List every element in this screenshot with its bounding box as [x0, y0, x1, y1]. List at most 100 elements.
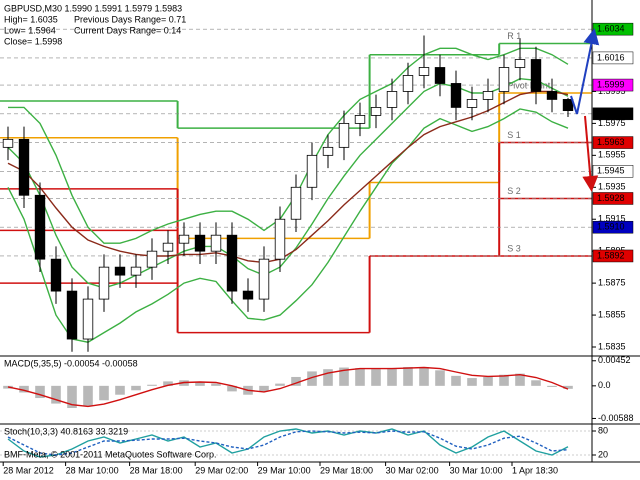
- signal-arrows: [570, 28, 600, 192]
- histogram-bar: [387, 368, 397, 386]
- y-tick-label: 1.5975: [598, 118, 626, 128]
- series-line: [8, 47, 569, 244]
- y-tick-label: 1.5915: [598, 214, 626, 224]
- histogram-bar: [99, 385, 109, 401]
- x-tick-label: 28 Mar 2012: [3, 465, 54, 475]
- header-text: Close= 1.5998: [4, 36, 62, 46]
- histogram-bar: [547, 385, 557, 387]
- candle-body: [194, 234, 206, 252]
- histogram-bar: [323, 369, 333, 386]
- histogram-bar: [419, 366, 429, 386]
- y-tick-label: 1.5835: [598, 341, 626, 351]
- price-marker-label: 1.5999: [597, 79, 625, 89]
- x-tick-label: 29 Mar 02:00: [195, 465, 248, 475]
- y-tick-label: 20: [598, 449, 608, 459]
- price-marker-label: 1.5892: [597, 250, 625, 260]
- y-tick-label: 0.00452: [598, 355, 631, 365]
- histogram-bar: [115, 385, 125, 395]
- histogram-bar: [227, 385, 237, 392]
- candle-body: [514, 59, 526, 68]
- candle-body: [258, 258, 270, 300]
- watermark: BMF-Meta, © 2001-2011 MetaQuotes Softwar…: [4, 449, 217, 459]
- series-line: [7, 108, 569, 343]
- price-marker-label: 1.5910: [597, 222, 625, 232]
- x-tick-label: 28 Mar 18:00: [130, 465, 183, 475]
- candle-body: [274, 218, 286, 260]
- histogram-bar: [211, 383, 221, 386]
- y-tick-label: 1.5855: [598, 309, 626, 319]
- level-label: Pivot Point: [507, 80, 551, 90]
- candle-body: [242, 290, 254, 300]
- candle-body: [498, 67, 510, 92]
- labels: BMF-Meta, © 2001-2011 MetaQuotes Softwar…: [4, 3, 217, 459]
- candle-body: [130, 266, 142, 276]
- histogram-bar: [147, 384, 157, 386]
- x-tick-label: 30 Mar 02:00: [386, 465, 439, 475]
- price-marker-label: 1.5945: [597, 166, 625, 176]
- histogram-bar: [451, 375, 461, 386]
- histogram-bar: [563, 385, 573, 389]
- price-marker: [592, 51, 634, 65]
- y-tick-label: 80: [598, 425, 608, 435]
- histogram-bar: [339, 367, 349, 386]
- candle-body: [226, 234, 238, 292]
- candle-body: [2, 138, 14, 148]
- price-marker-label: 1.6034: [597, 24, 625, 34]
- histogram-bar: [499, 374, 509, 386]
- candle-body: [466, 99, 478, 108]
- candle-body: [82, 298, 94, 340]
- candle-body: [290, 186, 302, 220]
- histogram-bar: [131, 385, 141, 391]
- header-text: Current Days Range= 0.14: [74, 25, 181, 35]
- histogram-bar: [403, 366, 413, 386]
- histogram-bar: [483, 376, 493, 386]
- candle-body: [370, 107, 382, 116]
- x-tick-label: 28 Mar 10:00: [66, 465, 119, 475]
- candle-body: [18, 138, 30, 196]
- indicator-title: MACD(5,35,5) -0.00054 -0.00058: [4, 358, 138, 368]
- y-tick-label: 1.5955: [598, 150, 626, 160]
- candle-body: [66, 290, 78, 340]
- candle-body: [450, 83, 462, 108]
- candle-body: [434, 67, 446, 84]
- candle-body: [546, 91, 558, 100]
- price-marker: [592, 78, 634, 92]
- price-marker: [592, 192, 634, 205]
- arrow: [576, 28, 600, 115]
- price-marker: [592, 220, 634, 234]
- header-text: High= 1.6035: [4, 14, 58, 24]
- candle-body: [50, 258, 62, 292]
- candle-body: [114, 266, 126, 276]
- histogram-bar: [371, 369, 381, 386]
- header-text: Previous Days Range= 0.71: [74, 14, 186, 24]
- candle-body: [402, 75, 414, 92]
- candle-body: [530, 59, 542, 92]
- histogram-bar: [307, 371, 317, 386]
- header-text: GBPUSD,M30 1.5990 1.5991 1.5979 1.5983: [4, 3, 182, 13]
- candle-body: [210, 234, 222, 252]
- candle-body: [146, 250, 158, 268]
- level-label: R 1: [507, 31, 521, 41]
- price-marker: [592, 136, 634, 149]
- candle-body: [338, 122, 350, 148]
- histogram-bar: [259, 385, 269, 392]
- candle-body: [178, 234, 190, 244]
- candle-body: [386, 91, 398, 108]
- histogram-bar: [515, 373, 525, 386]
- histogram-bar: [275, 383, 285, 386]
- histogram-bar: [51, 385, 61, 404]
- y-tick-label: 1.5935: [598, 182, 626, 192]
- candle-body: [562, 99, 574, 112]
- histogram-bar: [35, 385, 45, 399]
- histogram-bar: [291, 376, 301, 386]
- histogram-bar: [163, 381, 173, 386]
- indicator-title: Stoch(10,3,3) 40.8163 33.3219: [4, 426, 128, 436]
- candle-body: [354, 115, 366, 124]
- histogram-bar: [67, 385, 77, 409]
- candle-body: [162, 242, 174, 252]
- y-tick-label: 0.0: [598, 380, 611, 390]
- x-tick-label: 1 Apr 18:30: [512, 465, 558, 475]
- price-marker-label: 1.5963: [597, 137, 625, 147]
